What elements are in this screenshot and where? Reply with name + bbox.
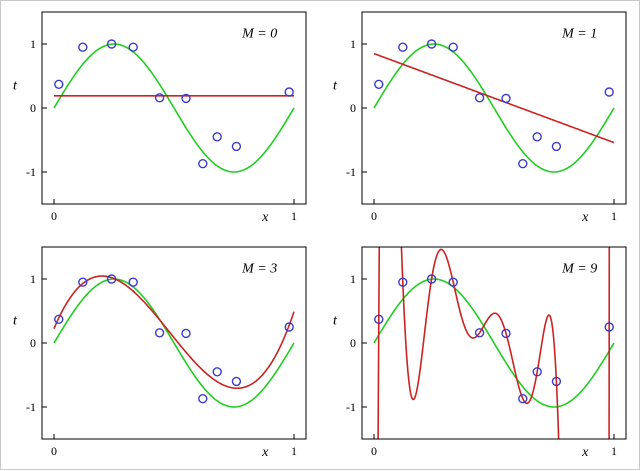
- polynomial-fit-curve: [373, 52, 615, 143]
- x-tick-label: 0: [371, 209, 377, 223]
- y-tick-label: 0: [30, 336, 36, 350]
- subplot-m9: -1 0 1 0 1 t x M = 9: [321, 236, 640, 471]
- data-point: [398, 42, 408, 52]
- x-axis-label: x: [261, 210, 269, 225]
- x-tick-label: 0: [51, 444, 57, 458]
- x-axis-label: x: [261, 445, 269, 460]
- y-axis-label: t: [13, 313, 18, 328]
- data-point: [78, 42, 88, 52]
- polynomial-fit-curve: [53, 274, 295, 389]
- data-point: [154, 92, 165, 103]
- data-point: [604, 86, 614, 97]
- data-point: [54, 314, 64, 324]
- data-point: [551, 141, 562, 151]
- true-function-curve: [53, 42, 295, 173]
- true-function-curve: [373, 277, 615, 408]
- x-axis-label: x: [581, 445, 589, 460]
- x-tick-label: 0: [51, 209, 57, 223]
- data-point: [448, 42, 458, 52]
- data-point: [54, 79, 64, 89]
- y-tick-label: 0: [350, 101, 356, 115]
- data-point: [532, 131, 542, 142]
- data-point: [78, 277, 88, 287]
- polynomial-fit-curve: [377, 246, 611, 439]
- data-point: [474, 92, 485, 103]
- true-function-curve: [53, 277, 295, 408]
- y-axis-label: t: [333, 78, 338, 93]
- data-point: [518, 393, 528, 403]
- y-tick-label: 1: [30, 37, 36, 51]
- data-point: [501, 328, 511, 338]
- y-tick-label: 0: [350, 336, 356, 350]
- data-point: [181, 93, 191, 103]
- x-tick-label: 1: [611, 209, 617, 223]
- subplot-m0: -1 0 1 0 1 t x M = 0: [1, 1, 321, 236]
- data-point: [231, 376, 242, 386]
- data-point: [374, 79, 384, 89]
- y-tick-label: -1: [346, 165, 356, 179]
- y-tick-label: -1: [26, 165, 36, 179]
- data-point: [128, 42, 138, 52]
- chart-title: M = 3: [241, 261, 277, 276]
- data-point: [532, 366, 542, 377]
- x-axis-label: x: [581, 210, 589, 225]
- data-point: [181, 328, 191, 338]
- subplot-m1: -1 0 1 0 1 t x M = 1: [321, 1, 640, 236]
- chart-canvas: -1 0 1 0 1 t x M = 3: [13, 246, 307, 460]
- data-point: [198, 158, 208, 168]
- x-tick-label: 1: [611, 444, 617, 458]
- y-tick-label: 1: [30, 272, 36, 286]
- data-point: [106, 38, 117, 49]
- true-function-curve: [373, 42, 615, 173]
- data-point: [154, 327, 165, 338]
- chart-canvas: -1 0 1 0 1 t x M = 9: [333, 246, 627, 460]
- chart-canvas: -1 0 1 0 1 t x M = 0: [13, 11, 307, 225]
- data-point: [198, 393, 208, 403]
- data-point: [284, 86, 294, 97]
- data-point: [284, 321, 294, 332]
- subplot-m3: -1 0 1 0 1 t x M = 3: [1, 236, 321, 471]
- data-point: [128, 277, 138, 287]
- y-axis-label: t: [13, 78, 18, 93]
- data-point: [604, 321, 614, 332]
- y-tick-label: 1: [350, 272, 356, 286]
- chart-title: M = 0: [241, 26, 277, 41]
- data-point: [106, 273, 117, 284]
- data-point: [231, 141, 242, 151]
- data-point: [398, 277, 408, 287]
- data-point: [501, 93, 511, 103]
- y-tick-label: 0: [30, 101, 36, 115]
- data-point: [374, 314, 384, 324]
- chart-title: M = 9: [561, 261, 597, 276]
- data-point: [551, 376, 562, 386]
- y-tick-label: -1: [346, 400, 356, 414]
- data-point: [474, 327, 485, 338]
- chart-title: M = 1: [561, 26, 597, 41]
- x-tick-label: 0: [371, 444, 377, 458]
- y-axis-label: t: [333, 313, 338, 328]
- y-tick-label: 1: [350, 37, 356, 51]
- data-point: [518, 158, 528, 168]
- data-point: [212, 131, 222, 142]
- chart-canvas: -1 0 1 0 1 t x M = 1: [333, 11, 627, 225]
- data-point: [426, 273, 437, 284]
- x-tick-label: 1: [291, 209, 297, 223]
- data-point: [212, 366, 222, 377]
- data-point: [448, 277, 458, 287]
- x-tick-label: 1: [291, 444, 297, 458]
- data-point: [426, 38, 437, 49]
- y-tick-label: -1: [26, 400, 36, 414]
